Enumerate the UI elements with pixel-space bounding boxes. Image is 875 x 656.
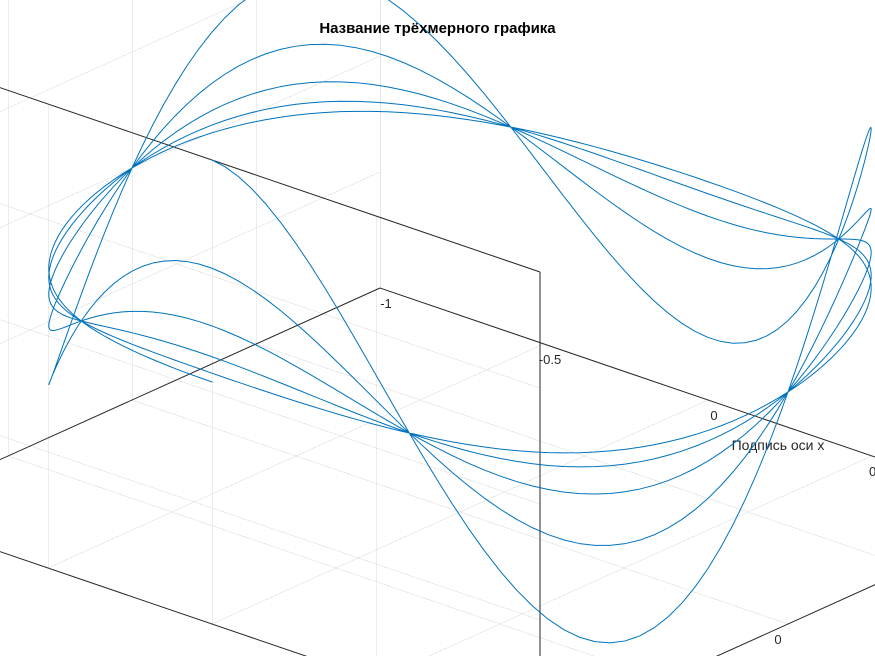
plot-container: Название трёхмерного графика -1-0.500.51…: [0, 0, 875, 656]
svg-text:0: 0: [710, 408, 717, 423]
x-axis-label: Подпись оси x: [732, 437, 825, 453]
plot-title: Название трёхмерного графика: [0, 20, 875, 37]
svg-text:0.5: 0.5: [869, 464, 875, 479]
plot-svg: -1-0.500.51-1-0.500.51-1-0.500.51Подпись…: [0, 0, 875, 656]
svg-text:-0.5: -0.5: [539, 352, 561, 367]
svg-text:0: 0: [774, 632, 781, 647]
curve-line: [49, 0, 871, 643]
svg-text:-1: -1: [380, 296, 392, 311]
